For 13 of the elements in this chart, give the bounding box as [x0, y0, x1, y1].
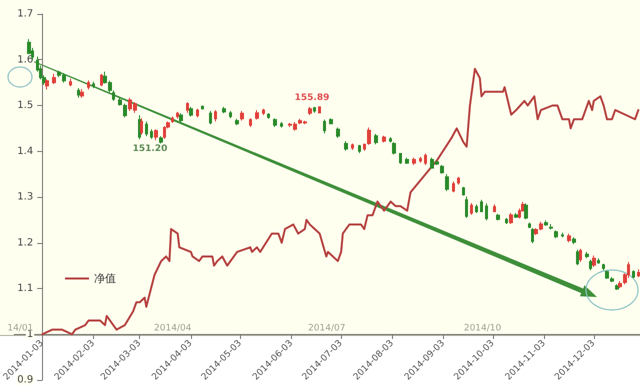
y-tick-label: 1.2 — [17, 237, 34, 248]
annotation: 151.20 — [132, 144, 168, 154]
legend-label: 净值 — [94, 272, 116, 285]
y-tick-label: 1.5 — [17, 100, 34, 111]
y-tick-label: 1.6 — [17, 54, 34, 66]
annotation: 155.89 — [294, 93, 330, 103]
y-tick-label: 1.3 — [17, 192, 34, 202]
y-tick-label: 1.4 — [17, 146, 34, 157]
y-tick-label: 1.1 — [17, 283, 34, 294]
x2-tick-label: 2014/10 — [464, 324, 502, 334]
x2-tick-label: 2014/04 — [154, 324, 192, 334]
x2-tick-label: 2014/07 — [308, 324, 346, 334]
y-tick-label: 1.7 — [17, 8, 34, 20]
